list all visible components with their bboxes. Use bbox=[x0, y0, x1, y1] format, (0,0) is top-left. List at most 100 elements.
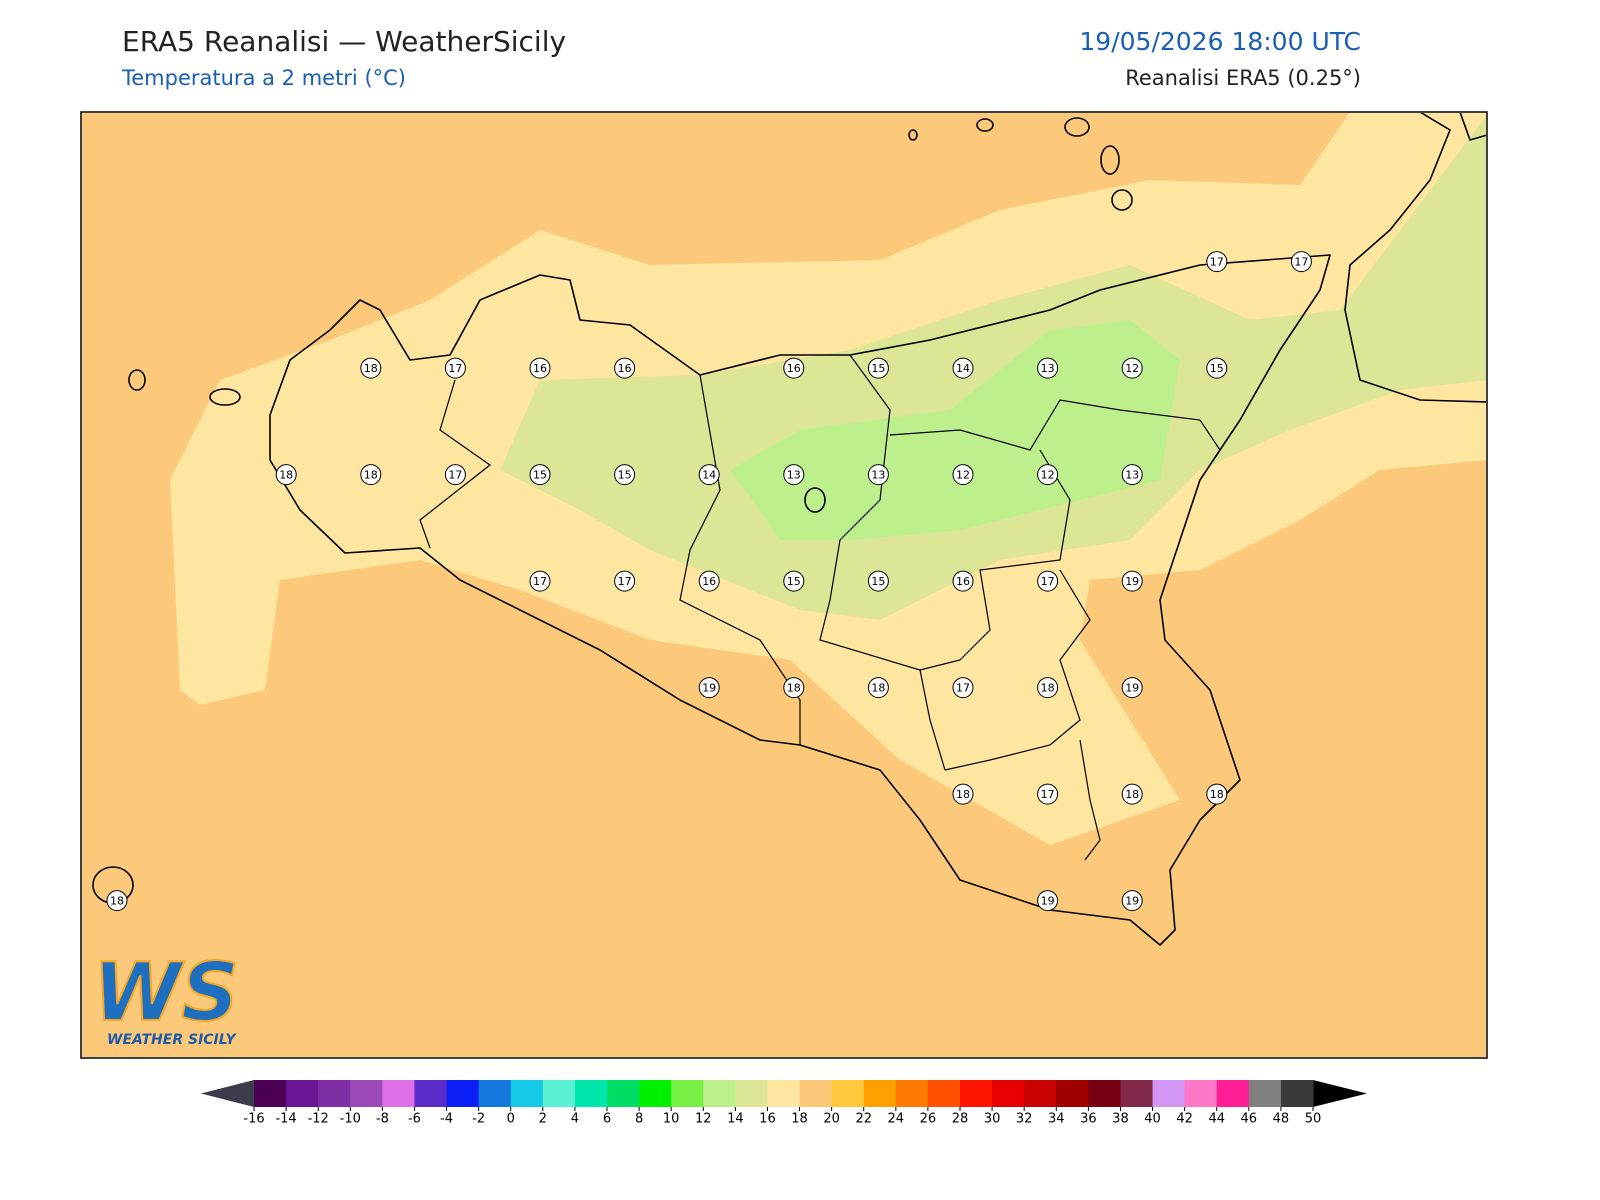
station-value: 18 bbox=[364, 469, 378, 482]
station-marker bbox=[1121, 677, 1143, 699]
station-value: 15 bbox=[533, 469, 547, 482]
colorbar-segment bbox=[350, 1080, 383, 1107]
province-border bbox=[819, 354, 946, 771]
colorbar-segment bbox=[992, 1080, 1025, 1107]
logo-mark: WS bbox=[93, 946, 239, 1039]
colorbar-segment bbox=[1056, 1080, 1089, 1107]
colorbar-tick-label: 44 bbox=[1208, 1112, 1225, 1127]
lake bbox=[804, 487, 826, 513]
station-marker bbox=[1037, 677, 1059, 699]
station-value: 18 bbox=[279, 469, 293, 482]
colorbar-tick-label: 40 bbox=[1144, 1112, 1161, 1127]
colorbar-tick-label: 22 bbox=[855, 1112, 872, 1127]
colorbar-tick-label: 32 bbox=[1016, 1112, 1033, 1127]
station-marker bbox=[783, 677, 805, 699]
colorbar-segment bbox=[286, 1080, 319, 1107]
subtitle: Temperatura a 2 metri (°C) bbox=[121, 66, 406, 90]
station-marker bbox=[867, 677, 889, 699]
station-value: 18 bbox=[364, 362, 378, 375]
province-border bbox=[419, 379, 492, 549]
map-frame bbox=[80, 111, 1488, 1059]
colorbar-tick-label: 26 bbox=[920, 1112, 937, 1127]
colorbar-tick-label: -14 bbox=[275, 1112, 296, 1127]
station-value: 17 bbox=[956, 682, 970, 695]
colorbar-extend-low bbox=[201, 1080, 254, 1107]
station-value: 16 bbox=[702, 575, 716, 588]
coastline bbox=[269, 254, 1331, 946]
colorbar-segment bbox=[1088, 1080, 1121, 1107]
colorbar-tick-label: 36 bbox=[1080, 1112, 1097, 1127]
station-value: 17 bbox=[1041, 788, 1055, 801]
colorbar-tick-label: 18 bbox=[791, 1112, 808, 1127]
station-marker bbox=[952, 464, 974, 486]
colorbar-tick-label: 46 bbox=[1241, 1112, 1258, 1127]
colorbar-segment bbox=[318, 1080, 351, 1107]
colorbar-tick-label: 20 bbox=[823, 1112, 840, 1127]
station-marker bbox=[360, 464, 382, 486]
station-value: 17 bbox=[1210, 256, 1224, 269]
colorbar-tick-label: 30 bbox=[984, 1112, 1001, 1127]
colorbar-tick-label: -6 bbox=[408, 1112, 421, 1127]
station-value: 17 bbox=[448, 469, 462, 482]
colorbar-tick-label: 48 bbox=[1273, 1112, 1290, 1127]
station-value: 18 bbox=[956, 788, 970, 801]
station-marker bbox=[529, 570, 551, 592]
station-value: 16 bbox=[618, 362, 632, 375]
map bbox=[82, 113, 1486, 1057]
island bbox=[209, 388, 241, 406]
station-marker bbox=[952, 783, 974, 805]
station-value: 19 bbox=[1125, 895, 1139, 908]
station-value: 17 bbox=[533, 575, 547, 588]
station-marker bbox=[1206, 357, 1228, 379]
colorbar-tick-label: 0 bbox=[507, 1112, 515, 1127]
province-border bbox=[1079, 739, 1101, 861]
station-marker bbox=[106, 890, 128, 912]
colorbar-tick-label: 38 bbox=[1112, 1112, 1129, 1127]
station-marker bbox=[698, 464, 720, 486]
station-value: 17 bbox=[1294, 256, 1308, 269]
station-marker bbox=[444, 357, 466, 379]
colorbar-segment bbox=[1216, 1080, 1250, 1107]
station-value: 17 bbox=[1041, 575, 1055, 588]
colorbar-segment bbox=[382, 1080, 415, 1107]
colorbar-tick-label: 50 bbox=[1305, 1112, 1322, 1127]
station-value: 13 bbox=[871, 469, 885, 482]
colorbar-tick-label: 16 bbox=[759, 1112, 776, 1127]
colorbar-tick-label: 12 bbox=[695, 1112, 712, 1127]
station-marker bbox=[1037, 464, 1059, 486]
colorbar: -16 -14 -12 -10 -8 -6 -4 -2 0 2 4 6 8 10 12 14 16 18 20 22 2… bbox=[201, 1080, 1367, 1127]
colorbar-segment bbox=[703, 1080, 736, 1107]
province-border bbox=[679, 374, 801, 745]
coastline bbox=[1344, 113, 1486, 403]
station-value: 15 bbox=[871, 575, 885, 588]
station-marker bbox=[1121, 890, 1143, 912]
station-labels: 17 17 18 17 16 16 16 15 14 13 12 15 18 18 17 15 15 14 13 13… bbox=[106, 251, 1312, 912]
colorbar-segment bbox=[574, 1080, 608, 1107]
colorbar-segment bbox=[1152, 1080, 1186, 1107]
station-marker bbox=[1037, 570, 1059, 592]
station-value: 19 bbox=[1125, 682, 1139, 695]
colorbar-segment bbox=[542, 1080, 576, 1107]
station-value: 18 bbox=[871, 682, 885, 695]
coastline bbox=[1459, 113, 1486, 141]
station-marker bbox=[867, 357, 889, 379]
station-value: 13 bbox=[787, 469, 801, 482]
station-value: 19 bbox=[702, 682, 716, 695]
colorbar-segment bbox=[1280, 1080, 1314, 1107]
station-marker bbox=[783, 464, 805, 486]
colorbar-segment bbox=[478, 1080, 512, 1107]
station-marker bbox=[1121, 357, 1143, 379]
logo-text: WEATHER SICILY bbox=[107, 1032, 238, 1048]
colorbar-extend-high bbox=[1313, 1080, 1367, 1107]
colorbar-tick-label: -16 bbox=[243, 1112, 264, 1127]
station-value: 12 bbox=[1041, 469, 1055, 482]
station-marker bbox=[1121, 783, 1143, 805]
station-marker bbox=[529, 464, 551, 486]
colorbar-segment bbox=[1120, 1080, 1154, 1107]
island bbox=[1064, 117, 1090, 137]
station-value: 13 bbox=[1125, 469, 1139, 482]
station-value: 18 bbox=[1210, 788, 1224, 801]
station-marker bbox=[698, 677, 720, 699]
field-contour bbox=[500, 116, 1486, 620]
